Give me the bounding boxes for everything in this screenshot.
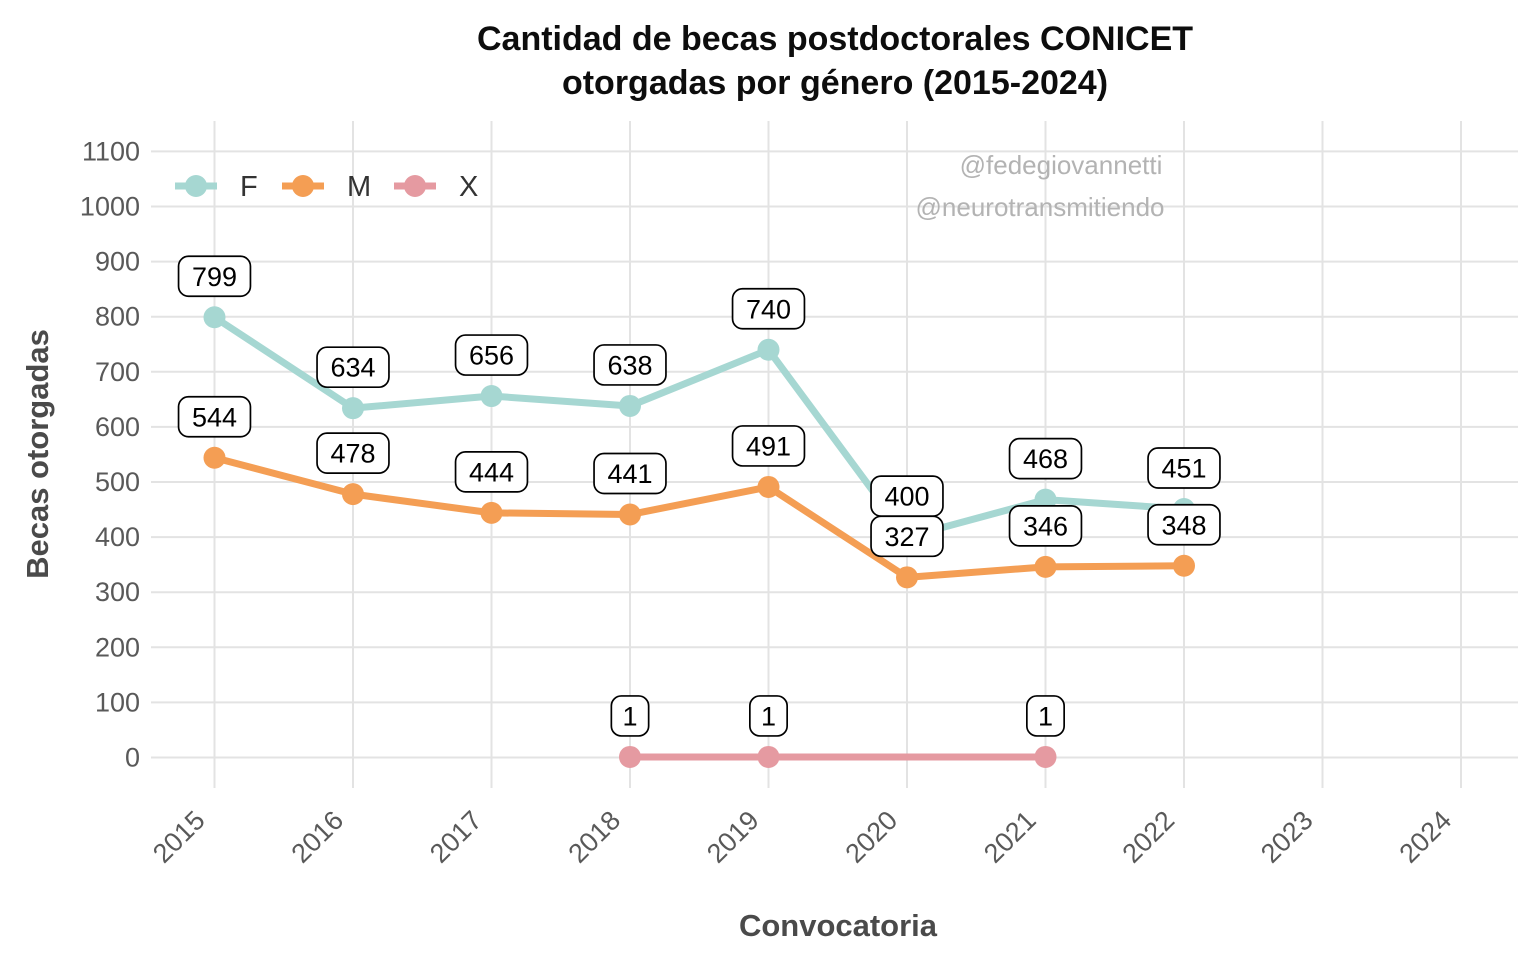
data-point-M-2020: [896, 566, 918, 589]
data-point-M-2021: [1034, 555, 1057, 578]
y-tick-label-1100: 1100: [82, 136, 140, 166]
y-tick-label-600: 600: [95, 412, 140, 442]
x-tick-label-2023: 2023: [1255, 805, 1319, 869]
data-point-M-2022: [1173, 554, 1195, 577]
point-label-F-2018: 638: [607, 350, 652, 380]
x-tick-label-2022: 2022: [1117, 805, 1181, 869]
legend-key-point-F: [185, 175, 207, 197]
y-tick-label-1000: 1000: [80, 192, 140, 222]
point-label-box-F-2018: [593, 344, 667, 386]
point-label-box-M-2015: [177, 395, 252, 438]
point-label-box-F-2022: [1147, 447, 1221, 489]
y-tick-label-300: 300: [95, 577, 140, 607]
point-label-box-M-2022: [1147, 503, 1221, 546]
point-label-M-2022: 348: [1161, 510, 1206, 540]
point-label-X-2018: 1: [622, 701, 637, 731]
point-label-box-M-2017: [454, 451, 529, 493]
data-point-F-2016: [342, 397, 364, 420]
y-tick-label-500: 500: [95, 467, 140, 497]
y-tick-label-0: 0: [125, 743, 140, 773]
chart-title-line1: Cantidad de becas postdoctorales CONICET: [476, 20, 1194, 58]
legend-label-M: M: [347, 171, 371, 203]
x-tick-label-2016: 2016: [286, 805, 350, 869]
point-label-F-2022: 451: [1161, 453, 1206, 483]
data-point-X-2019: [757, 745, 780, 768]
point-label-box-M-2016: [316, 432, 390, 474]
y-tick-label-700: 700: [95, 357, 140, 387]
data-point-M-2015: [203, 446, 226, 469]
x-tick-label-2017: 2017: [424, 805, 488, 869]
point-label-X-2021: 1: [1038, 701, 1053, 731]
point-label-M-2017: 444: [469, 457, 514, 487]
point-label-X-2019: 1: [761, 701, 776, 731]
point-label-box-M-2018: [593, 452, 667, 495]
data-point-F-2015: [203, 306, 226, 329]
x-tick-label-2021: 2021: [978, 805, 1042, 869]
data-point-F-2019: [757, 338, 780, 361]
x-tick-label-2020: 2020: [840, 805, 904, 869]
x-tick-label-2024: 2024: [1394, 805, 1458, 869]
y-tick-label-200: 200: [95, 632, 140, 662]
data-point-M-2016: [342, 483, 364, 506]
point-label-box-F-2021: [1008, 437, 1083, 480]
point-label-M-2021: 346: [1023, 511, 1068, 541]
legend-key-point-M: [292, 175, 314, 197]
point-label-M-2018: 441: [607, 459, 652, 489]
chart-title-line2: otorgadas por género (2015-2024): [561, 64, 1109, 102]
point-label-box-X-2019: [748, 695, 788, 737]
y-tick-label-100: 100: [95, 687, 140, 717]
point-label-box-M-2019: [731, 425, 806, 467]
point-label-M-2015: 544: [192, 402, 237, 432]
y-tick-label-800: 800: [95, 302, 140, 332]
point-label-F-2019: 740: [746, 294, 791, 324]
legend-label-F: F: [240, 171, 258, 203]
watermark-handle-1: @fedegiovannetti: [959, 150, 1163, 180]
data-point-X-2018: [619, 745, 641, 768]
point-label-M-2016: 478: [330, 439, 375, 469]
point-label-box-F-2019: [731, 287, 806, 330]
point-label-box-M-2020: [870, 515, 944, 558]
point-label-F-2017: 656: [469, 341, 514, 371]
point-label-box-X-2018: [610, 695, 650, 737]
point-label-F-2015: 799: [192, 262, 237, 292]
data-point-F-2018: [619, 394, 641, 417]
x-tick-label-2019: 2019: [701, 805, 765, 869]
point-label-box-M-2021: [1008, 505, 1083, 547]
point-label-F-2021: 468: [1023, 444, 1068, 474]
data-point-M-2019: [757, 475, 780, 498]
point-label-F-2016: 634: [330, 353, 375, 383]
x-tick-label-2018: 2018: [563, 805, 627, 869]
point-label-box-X-2021: [1025, 695, 1065, 737]
legend-key-point-X: [404, 175, 426, 197]
data-point-M-2018: [619, 503, 641, 526]
watermark-handle-2: @neurotransmitiendo: [915, 192, 1165, 222]
point-label-F-2020: 400: [884, 482, 929, 512]
y-tick-label-900: 900: [95, 247, 140, 277]
legend-label-X: X: [459, 171, 478, 203]
point-label-box-F-2017: [454, 334, 529, 376]
data-point-F-2017: [480, 385, 503, 408]
point-label-M-2020: 327: [884, 522, 929, 552]
point-label-box-F-2015: [177, 255, 252, 298]
y-tick-label-400: 400: [95, 522, 140, 552]
x-axis-title: Convocatoria: [738, 908, 938, 943]
x-tick-label-2015: 2015: [147, 805, 211, 869]
data-point-M-2017: [480, 501, 503, 524]
point-label-box-F-2016: [316, 346, 390, 389]
y-axis-title: Becas otorgadas: [20, 329, 55, 579]
series-line-M: [211, 454, 1188, 581]
point-label-M-2019: 491: [746, 431, 791, 461]
data-point-X-2021: [1034, 745, 1057, 768]
